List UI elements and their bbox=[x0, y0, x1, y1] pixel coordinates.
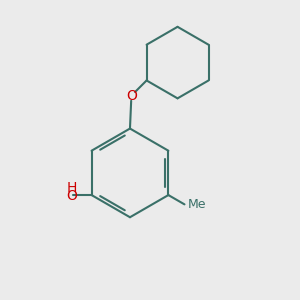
Text: O: O bbox=[66, 190, 77, 203]
Text: O: O bbox=[126, 88, 137, 103]
Text: Me: Me bbox=[187, 198, 206, 211]
Text: H: H bbox=[66, 181, 77, 195]
